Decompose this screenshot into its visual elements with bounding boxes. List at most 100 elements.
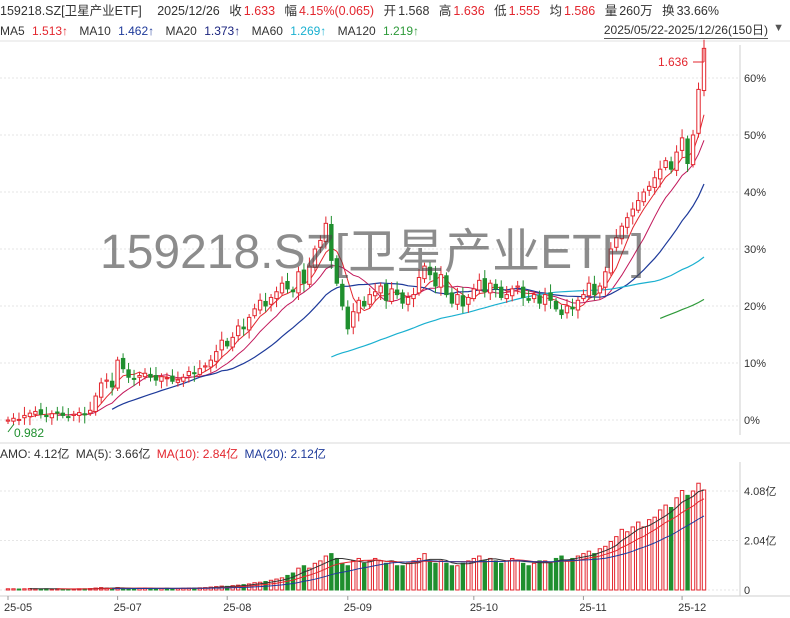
month-label: 25-07 bbox=[114, 602, 142, 614]
volume-bar bbox=[564, 560, 570, 591]
volume-bar bbox=[268, 579, 274, 591]
low-marker: 0.982 bbox=[14, 426, 44, 440]
date-range-selector[interactable]: 2025/05/22-2025/12/26(150日) bbox=[603, 23, 768, 39]
volume-bar bbox=[416, 557, 422, 591]
volume-bar bbox=[559, 555, 564, 591]
candle-body bbox=[531, 294, 537, 300]
candle bbox=[482, 270, 487, 298]
volume-bar bbox=[668, 507, 674, 591]
volume-bar bbox=[537, 560, 542, 591]
volume-bar bbox=[553, 557, 559, 591]
candle bbox=[433, 266, 438, 294]
candle bbox=[592, 275, 597, 301]
volume-bar bbox=[367, 560, 372, 591]
candle-body bbox=[208, 359, 213, 368]
candle-body bbox=[203, 365, 208, 368]
candle bbox=[372, 283, 378, 302]
candle-body bbox=[641, 191, 646, 203]
volume-ma-lines bbox=[29, 489, 705, 590]
candle-body bbox=[362, 300, 367, 307]
candle-body bbox=[66, 416, 71, 419]
candle-body bbox=[263, 300, 268, 307]
candle bbox=[257, 293, 263, 315]
candle bbox=[663, 157, 668, 171]
volume-bar bbox=[696, 482, 701, 591]
candle-body bbox=[98, 382, 104, 398]
candle bbox=[120, 353, 126, 373]
candle bbox=[422, 262, 427, 283]
volume-bar bbox=[356, 557, 361, 591]
candle-body bbox=[148, 373, 153, 378]
candle-body bbox=[77, 412, 82, 416]
low-value: 1.555 bbox=[508, 4, 540, 18]
candle bbox=[504, 286, 509, 303]
volume-bars bbox=[5, 482, 707, 591]
volume-bar bbox=[285, 574, 290, 591]
ma20-label: MA20 bbox=[165, 24, 197, 38]
volume-bar bbox=[570, 557, 575, 591]
candle-body bbox=[679, 137, 685, 151]
volume-label: 量 bbox=[604, 4, 618, 18]
candle bbox=[60, 406, 66, 419]
candle bbox=[159, 373, 164, 389]
candle-body bbox=[88, 409, 93, 414]
price-tick-label: 30% bbox=[744, 244, 766, 256]
candle-body bbox=[526, 298, 531, 301]
candle-body bbox=[477, 279, 482, 291]
candle-body bbox=[235, 325, 241, 337]
candle-body bbox=[570, 306, 575, 310]
volume-bar bbox=[652, 516, 657, 591]
symbol-label[interactable]: 159218.SZ[卫星产业ETF] bbox=[0, 4, 142, 18]
candle-body bbox=[170, 375, 175, 382]
volume-bar bbox=[592, 553, 597, 591]
candle bbox=[208, 355, 213, 373]
volume-bar bbox=[625, 531, 630, 591]
candle bbox=[214, 344, 219, 369]
candle bbox=[603, 266, 608, 296]
candle bbox=[542, 287, 548, 312]
candle-body bbox=[268, 296, 274, 305]
volume-bar bbox=[531, 562, 537, 591]
candle-body bbox=[5, 419, 11, 422]
volume-field: 量 260万 bbox=[605, 4, 653, 18]
candle bbox=[455, 287, 460, 310]
candle-body bbox=[93, 395, 98, 412]
volume-bar bbox=[646, 519, 652, 591]
volume-bar bbox=[657, 509, 663, 591]
candle-body bbox=[16, 418, 22, 421]
candle bbox=[378, 282, 383, 301]
volume-bar bbox=[488, 557, 493, 591]
candle bbox=[581, 289, 586, 302]
candle-body bbox=[329, 223, 334, 261]
candle-body bbox=[367, 294, 372, 305]
chevron-down-icon[interactable]: ▼ bbox=[773, 22, 784, 34]
volume-bar bbox=[329, 553, 334, 591]
volume-bar bbox=[334, 557, 340, 591]
volume-bar bbox=[5, 588, 11, 591]
candle bbox=[570, 298, 575, 316]
ma120-value: 1.219↑ bbox=[383, 24, 420, 38]
volume-bar bbox=[411, 560, 416, 591]
candle bbox=[329, 215, 334, 269]
candle-body bbox=[225, 340, 230, 347]
candle-body bbox=[334, 258, 340, 284]
candle bbox=[564, 299, 570, 319]
candle-body bbox=[597, 285, 603, 294]
candle bbox=[175, 371, 181, 387]
candle bbox=[646, 181, 652, 196]
candle bbox=[263, 292, 268, 312]
candle-body bbox=[44, 414, 49, 418]
volume-bar bbox=[581, 553, 586, 591]
volume-bar bbox=[685, 494, 690, 591]
candle bbox=[148, 367, 153, 382]
ma5-legend: MA5 1.513↑ bbox=[0, 24, 72, 38]
ma5-label: MA5 bbox=[0, 24, 25, 38]
candle bbox=[400, 289, 405, 309]
candle bbox=[16, 412, 22, 426]
candle bbox=[131, 369, 137, 387]
candle-body bbox=[356, 299, 361, 314]
candle-body bbox=[630, 208, 635, 217]
candle-body bbox=[493, 283, 498, 290]
candle-body bbox=[71, 413, 76, 416]
